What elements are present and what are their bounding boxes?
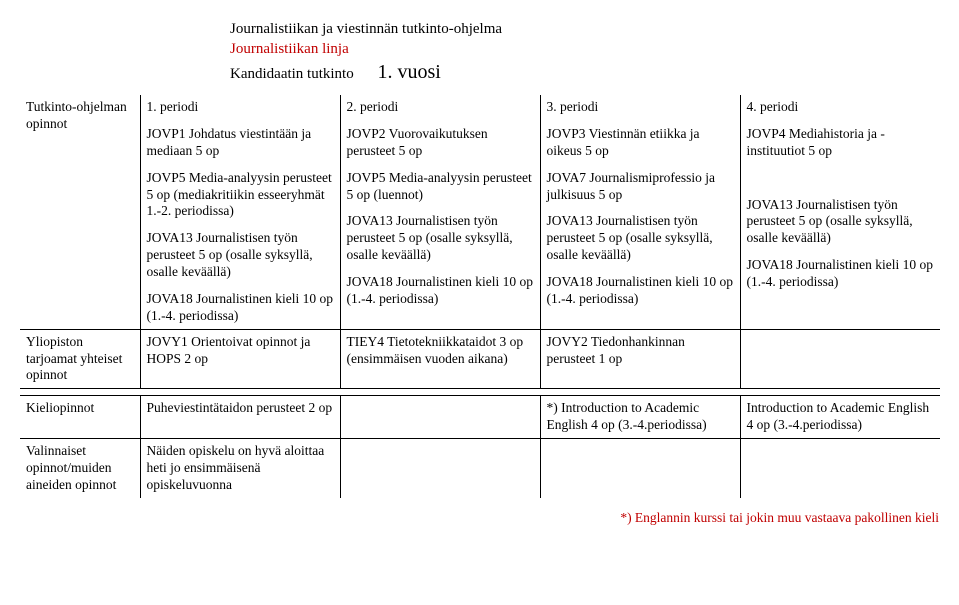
row-label: Kieliopinnot — [20, 396, 140, 439]
cell: Näiden opiskelu on hyvä aloittaa heti jo… — [140, 439, 340, 498]
header-degree: Kandidaatin tutkinto — [230, 66, 354, 82]
cell: *) Introduction to Academic English 4 op… — [540, 396, 740, 439]
course: JOVA7 Journalismiprofessio ja julkisuus … — [547, 170, 734, 204]
cell: JOVY2 Tiedonhankinnan perusteet 1 op — [540, 329, 740, 389]
course: JOVA18 Journalistinen kieli 10 op (1.-4.… — [147, 291, 334, 325]
period-title: 2. periodi — [347, 99, 534, 116]
cell — [740, 439, 940, 498]
table-row: Tutkinto-ohjelman opinnot 1. periodi JOV… — [20, 95, 940, 329]
row-label: Tutkinto-ohjelman opinnot — [20, 95, 140, 329]
course: JOVA18 Journalistinen kieli 10 op (1.-4.… — [747, 257, 935, 291]
course: JOVA18 Journalistinen kieli 10 op (1.-4.… — [547, 274, 734, 308]
course: JOVA13 Journalistisen työn perusteet 5 o… — [347, 213, 534, 264]
course: JOVA13 Journalistisen työn perusteet 5 o… — [547, 213, 734, 264]
cell-period-1: 1. periodi JOVP1 Johdatus viestintään ja… — [140, 95, 340, 329]
cell-period-4: 4. periodi JOVP4 Mediahistoria ja -insti… — [740, 95, 940, 329]
header-line-3: Kandidaatin tutkinto 1. vuosi — [230, 59, 939, 85]
period-title: 1. periodi — [147, 99, 334, 116]
course: JOVP2 Vuorovaikutuksen perusteet 5 op — [347, 126, 534, 160]
table-row: Yliopiston tarjoamat yhteiset opinnot JO… — [20, 329, 940, 389]
header-line-1: Journalistiikan ja viestinnän tutkinto-o… — [230, 20, 939, 40]
cell — [340, 439, 540, 498]
cell: Puheviestintätaidon perusteet 2 op — [140, 396, 340, 439]
cell — [340, 396, 540, 439]
course: JOVP5 Media-analyysin perusteet 5 op (me… — [147, 170, 334, 221]
course: JOVP4 Mediahistoria ja -instituutiot 5 o… — [747, 126, 935, 160]
spacer-row — [20, 389, 940, 396]
row-label: Yliopiston tarjoamat yhteiset opinnot — [20, 329, 140, 389]
row-label: Valinnaiset opinnot/muiden aineiden opin… — [20, 439, 140, 498]
cell — [740, 329, 940, 389]
curriculum-table: Tutkinto-ohjelman opinnot 1. periodi JOV… — [20, 95, 940, 498]
footnote: *) Englannin kurssi tai jokin muu vastaa… — [20, 510, 939, 526]
course: JOVA13 Journalistisen työn perusteet 5 o… — [147, 230, 334, 281]
document-header: Journalistiikan ja viestinnän tutkinto-o… — [230, 20, 939, 85]
period-title: 4. periodi — [747, 99, 935, 116]
table-row: Kieliopinnot Puheviestintätaidon peruste… — [20, 396, 940, 439]
cell-period-2: 2. periodi JOVP2 Vuorovaikutuksen perust… — [340, 95, 540, 329]
cell-period-3: 3. periodi JOVP3 Viestinnän etiikka ja o… — [540, 95, 740, 329]
cell: JOVY1 Orientoivat opinnot ja HOPS 2 op — [140, 329, 340, 389]
course — [747, 170, 935, 187]
table-row: Valinnaiset opinnot/muiden aineiden opin… — [20, 439, 940, 498]
course: JOVP1 Johdatus viestintään ja mediaan 5 … — [147, 126, 334, 160]
period-title: 3. periodi — [547, 99, 734, 116]
cell: Introduction to Academic English 4 op (3… — [740, 396, 940, 439]
course: JOVP5 Media-analyysin perusteet 5 op (lu… — [347, 170, 534, 204]
header-line-2: Journalistiikan linja — [230, 40, 939, 60]
cell — [540, 439, 740, 498]
course: JOVP3 Viestinnän etiikka ja oikeus 5 op — [547, 126, 734, 160]
course: JOVA13 Journalistisen työn perusteet 5 o… — [747, 197, 935, 248]
cell: TIEY4 Tietotekniikkataidot 3 op (ensimmä… — [340, 329, 540, 389]
header-year: 1. vuosi — [377, 61, 440, 83]
course: JOVA18 Journalistinen kieli 10 op (1.-4.… — [347, 274, 534, 308]
